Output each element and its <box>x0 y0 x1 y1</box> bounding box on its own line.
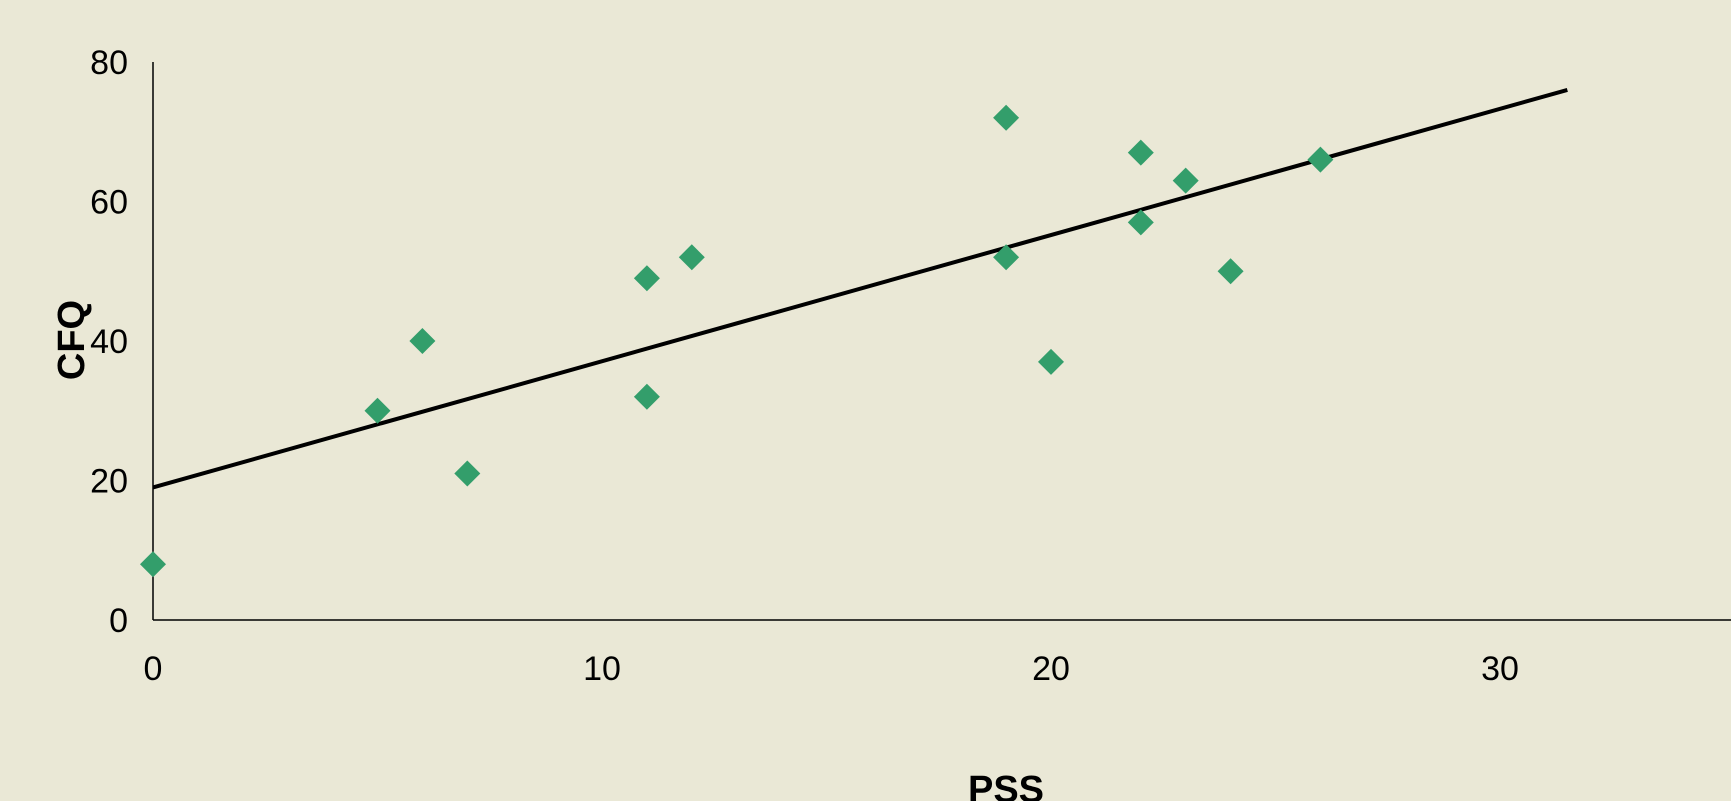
y-axis-title: CFQ <box>51 300 93 380</box>
data-point <box>364 397 391 424</box>
x-tick-label: 10 <box>583 650 621 688</box>
y-tick-label: 20 <box>90 463 128 501</box>
data-point <box>1127 209 1154 236</box>
x-tick-label: 0 <box>144 650 163 688</box>
data-point <box>993 104 1020 131</box>
x-tick-label: 30 <box>1481 650 1519 688</box>
plot-area: 0 20 40 60 80 0 10 20 30 <box>90 44 1731 688</box>
y-tick-label: 60 <box>90 184 128 222</box>
x-axis-title: PSS <box>968 769 1044 801</box>
data-point <box>633 265 660 292</box>
data-point <box>1172 167 1199 194</box>
y-tick-label: 80 <box>90 44 128 82</box>
data-point <box>1217 258 1244 285</box>
data-point <box>993 244 1020 271</box>
data-point <box>1038 348 1064 375</box>
x-tick-label: 20 <box>1032 650 1070 688</box>
data-point <box>454 460 481 487</box>
data-point <box>1127 139 1154 166</box>
data-point <box>409 328 436 354</box>
data-point <box>678 244 705 271</box>
y-tick-label: 0 <box>109 602 128 640</box>
data-point <box>633 383 660 410</box>
data-point <box>140 551 166 578</box>
trendline <box>152 87 1568 490</box>
data-point <box>1307 146 1334 173</box>
y-tick-label: 40 <box>90 323 128 361</box>
